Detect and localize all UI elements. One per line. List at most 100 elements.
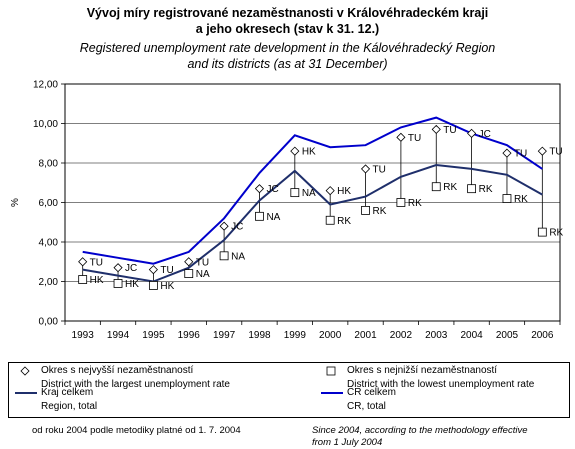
series-line-region-total	[82, 163, 543, 283]
high-district-point	[537, 146, 547, 156]
high-district-point	[78, 257, 88, 267]
low-district-label: HK	[125, 279, 139, 290]
high-district-label: JC	[231, 222, 243, 233]
legend-item-cr: CR celkem CR, total	[321, 387, 566, 415]
high-district-label: TU	[90, 257, 103, 268]
low-district-point	[290, 188, 300, 198]
square-marker-icon	[326, 366, 336, 376]
low-district-label: RK	[549, 228, 563, 239]
high-district-label: JC	[266, 184, 278, 195]
legend-high-en: District with the largest unemployment r…	[41, 379, 230, 390]
high-district-label: TU	[514, 149, 527, 160]
y-tick-label: 8,00	[39, 159, 59, 170]
footnote-en-line2: from 1 July 2004	[312, 437, 383, 448]
high-district-label: HK	[302, 147, 316, 158]
low-district-label: NA	[231, 251, 245, 262]
legend-high-cz: Okres s nejvyšší nezaměstnaností	[41, 365, 194, 376]
high-district-point	[431, 124, 441, 134]
high-district-point	[113, 263, 123, 273]
y-tick-label: 10,00	[33, 119, 58, 130]
y-tick-label: 6,00	[39, 198, 59, 209]
low-district-point	[113, 279, 123, 288]
legend-region-en: Region, total	[41, 401, 98, 412]
low-district-label: NA	[302, 188, 316, 199]
x-tick-label: 1993	[72, 330, 95, 341]
low-district-label: HK	[160, 281, 174, 292]
legend-region-cz: Kraj celkem	[41, 387, 94, 398]
footnote-en-line1: Since 2004, according to the methodology…	[312, 425, 528, 436]
chart-title-english: Registered unemployment rate development…	[0, 40, 575, 72]
y-tick-label: 2,00	[39, 277, 59, 288]
high-district-point	[184, 257, 194, 267]
legend: Okres s nejvyšší nezaměstnaností Distric…	[8, 362, 570, 418]
high-district-point	[148, 265, 158, 275]
diamond-marker-icon	[20, 366, 30, 376]
high-district-point	[467, 128, 477, 138]
low-district-label: RK	[337, 216, 351, 227]
low-district-label: RK	[479, 184, 493, 195]
x-tick-label: 2000	[319, 330, 342, 341]
low-district-point	[148, 281, 158, 290]
legend-low-cz: Okres s nejnižší nezaměstnaností	[347, 365, 498, 376]
line-marker-icon	[321, 392, 343, 394]
low-district-point	[255, 211, 264, 221]
footnote-english: Since 2004, according to the methodology…	[312, 425, 527, 449]
legend-item-low-district: Okres s nejnižší nezaměstnaností Distric…	[321, 365, 566, 390]
high-district-label: TU	[373, 164, 386, 175]
x-tick-label: 1997	[213, 330, 236, 341]
low-district-label: RK	[443, 182, 457, 193]
high-district-point	[219, 221, 229, 231]
legend-cr-cz: CR celkem	[347, 387, 396, 398]
high-district-point	[290, 146, 300, 156]
x-tick-label: 1998	[248, 330, 271, 341]
low-district-point	[537, 227, 547, 237]
x-tick-label: 2001	[354, 330, 377, 341]
high-district-label: JC	[125, 263, 137, 274]
legend-item-high-district: Okres s nejvyšší nezaměstnaností Distric…	[15, 365, 285, 390]
high-district-label: TU	[196, 257, 209, 268]
footnote-czech: od roku 2004 podle metodiky platné od 1.…	[32, 425, 241, 436]
high-district-label: TU	[443, 125, 456, 136]
y-axis-label: %	[10, 198, 21, 207]
chart-title-czech: Vývoj míry registrované nezaměstnanosti …	[0, 5, 575, 37]
high-district-point	[325, 186, 335, 196]
high-district-label: TU	[549, 147, 562, 158]
low-district-point	[502, 194, 512, 203]
x-tick-label: 2003	[425, 330, 448, 341]
y-tick-label: 4,00	[39, 238, 59, 249]
series-line-cr-total	[82, 116, 543, 265]
low-district-label: RK	[514, 194, 528, 205]
low-district-point	[361, 205, 370, 215]
low-district-label: HK	[90, 275, 104, 286]
low-district-point	[78, 275, 88, 284]
low-district-point	[184, 269, 194, 279]
x-tick-label: 1995	[142, 330, 165, 341]
x-tick-label: 2006	[531, 330, 554, 341]
high-district-label: HK	[337, 186, 351, 197]
low-district-label: RK	[408, 198, 422, 209]
high-district-point	[360, 164, 371, 174]
low-district-label: NA	[196, 269, 210, 280]
y-tick-label: 12,00	[33, 80, 58, 91]
low-district-point	[325, 215, 335, 225]
low-district-label: RK	[373, 206, 387, 217]
title-en-line1: Registered unemployment rate development…	[79, 41, 496, 55]
x-tick-label: 1999	[284, 330, 307, 341]
high-district-label: TU	[160, 265, 173, 276]
legend-item-region: Kraj celkem Region, total	[15, 387, 285, 415]
low-district-point	[396, 198, 406, 207]
line-marker-icon	[15, 392, 37, 394]
title-cz-line2: a jeho okresech (stav k 31. 12.)	[195, 22, 380, 36]
low-district-point	[219, 251, 229, 261]
high-district-point	[396, 132, 406, 142]
x-tick-label: 2005	[496, 330, 519, 341]
x-tick-label: 2002	[390, 330, 413, 341]
low-district-point	[431, 182, 441, 192]
y-tick-label: 0,00	[39, 317, 59, 328]
high-district-point	[254, 184, 265, 194]
legend-low-en: District with the lowest unemployment ra…	[347, 379, 535, 390]
low-district-label: NA	[266, 212, 280, 223]
high-district-label: JC	[479, 129, 491, 140]
x-tick-label: 2004	[460, 330, 483, 341]
